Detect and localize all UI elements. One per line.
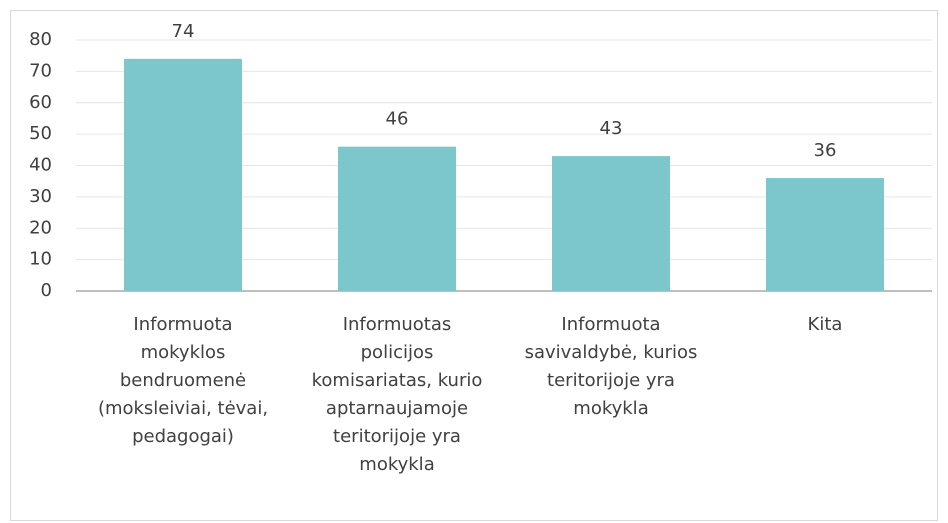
y-tick-label: 70 xyxy=(29,60,52,81)
data-label: 43 xyxy=(600,118,623,139)
data-label: 46 xyxy=(386,109,409,130)
y-tick-label: 10 xyxy=(29,249,52,270)
y-tick-label: 0 xyxy=(41,280,52,301)
data-label: 74 xyxy=(172,21,195,42)
x-tick-label-box: Informuota mokyklos bendruomenė (mokslei… xyxy=(97,314,269,447)
bar xyxy=(124,58,242,292)
x-tick-label: Informuota mokyklos bendruomenė (mokslei… xyxy=(97,314,269,447)
x-tick-label-box: Informuotas policijos komisariatas, kuri… xyxy=(311,314,483,475)
y-tick-label: 50 xyxy=(29,123,52,144)
x-tick-label: Informuotas policijos komisariatas, kuri… xyxy=(311,314,483,475)
y-tick-label: 80 xyxy=(29,29,52,50)
data-label: 36 xyxy=(814,140,837,161)
x-tick-label-box: Kita xyxy=(807,314,843,335)
bar xyxy=(338,146,456,291)
x-tick-label: Informuota savivaldybė, kurios teritorij… xyxy=(524,314,698,419)
y-tick-label: 40 xyxy=(29,155,52,176)
x-tick-label-box: Informuota savivaldybė, kurios teritorij… xyxy=(524,314,698,419)
bar xyxy=(552,156,670,291)
bar xyxy=(766,178,884,291)
x-tick-label: Kita xyxy=(807,314,843,335)
y-tick-label: 20 xyxy=(29,217,52,238)
y-tick-label: 60 xyxy=(29,92,52,113)
y-tick-label: 30 xyxy=(29,186,52,207)
